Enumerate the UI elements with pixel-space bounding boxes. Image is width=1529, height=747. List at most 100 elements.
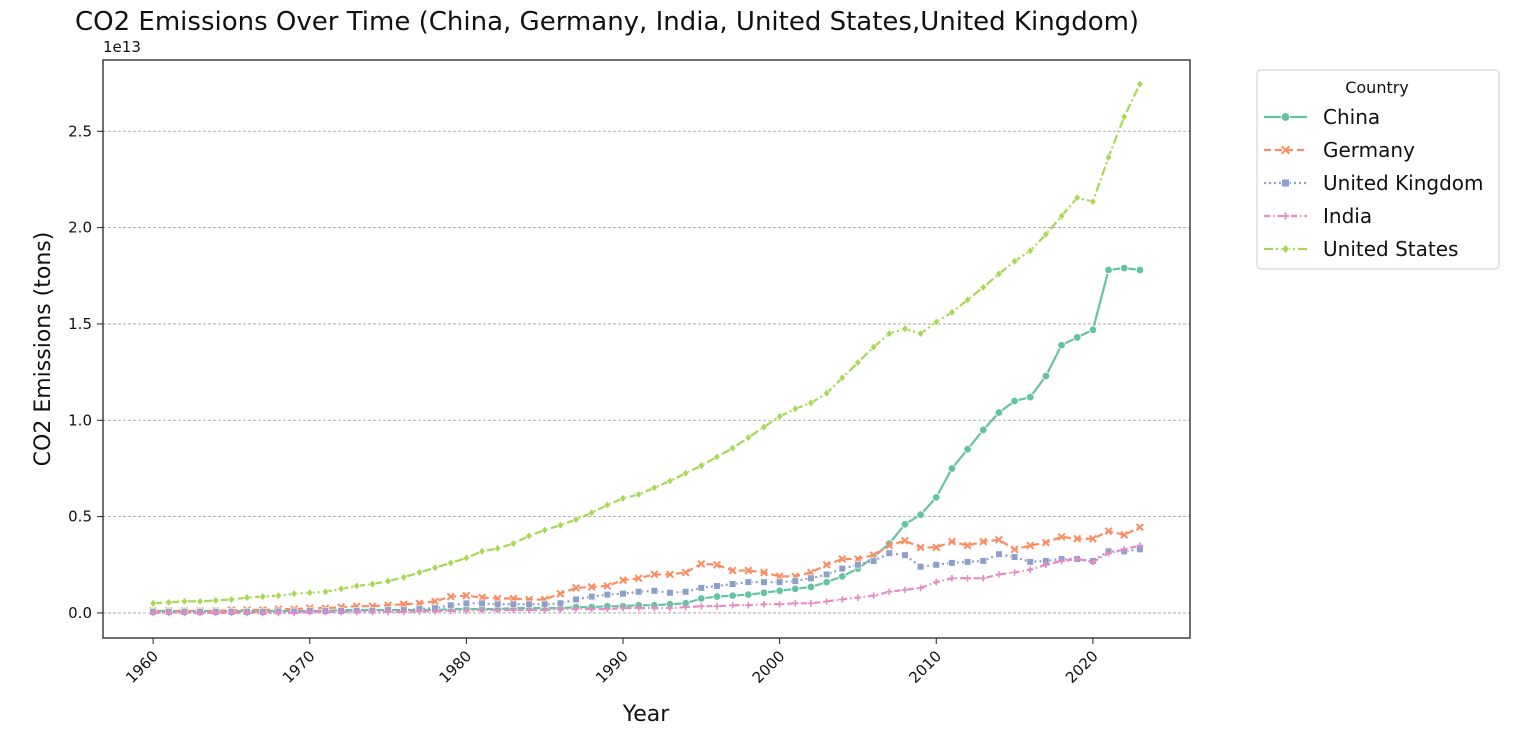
data-point-united-states	[1073, 193, 1081, 203]
data-point-united-kingdom	[447, 601, 455, 609]
data-point-united-states	[400, 572, 408, 582]
data-point-india	[745, 601, 752, 609]
data-point-united-states	[619, 493, 627, 503]
data-point-united-states	[963, 295, 972, 305]
data-point-india	[932, 578, 940, 586]
data-point-india	[416, 608, 423, 615]
data-point-united-kingdom	[572, 595, 580, 604]
data-point-india	[823, 598, 830, 605]
data-point-united-states	[541, 525, 549, 535]
data-point-germany	[634, 574, 643, 583]
data-point-germany	[885, 541, 894, 550]
data-point-united-states	[744, 433, 752, 443]
data-point-china	[979, 425, 988, 435]
data-point-india	[431, 607, 439, 615]
data-point-india	[619, 604, 627, 612]
data-point-germany	[728, 566, 737, 575]
data-point-india	[259, 609, 267, 617]
data-point-india	[995, 571, 1003, 578]
data-point-germany	[1104, 527, 1113, 536]
data-point-united-kingdom	[494, 600, 502, 608]
data-point-united-kingdom	[635, 588, 643, 596]
series-china	[148, 263, 1145, 616]
data-point-india	[447, 607, 455, 615]
data-point-united-states	[243, 593, 251, 602]
data-point-united-kingdom	[462, 599, 470, 607]
data-point-germany	[1041, 538, 1050, 547]
data-point-germany	[822, 560, 831, 569]
data-point-united-states	[1042, 229, 1050, 239]
data-point-germany	[556, 589, 565, 598]
data-point-china	[712, 592, 722, 601]
data-point-united-kingdom	[901, 551, 909, 559]
data-point-united-states	[634, 490, 643, 499]
data-point-india	[901, 586, 909, 594]
data-point-united-states	[666, 476, 674, 486]
data-point-india	[322, 608, 329, 616]
data-point-india	[353, 608, 361, 616]
data-point-india	[494, 606, 502, 614]
x-axis: 1960 1970 1980 1990 2000 2010 2020	[122, 638, 1102, 687]
data-point-united-kingdom	[619, 590, 627, 598]
data-point-united-kingdom	[885, 549, 893, 557]
data-point-united-states	[916, 329, 925, 339]
data-point-united-kingdom	[916, 563, 925, 571]
data-point-india	[870, 592, 877, 599]
data-point-germany	[1057, 532, 1066, 541]
data-point-united-kingdom	[1010, 553, 1019, 561]
data-point-united-kingdom	[995, 550, 1003, 558]
data-point-germany	[462, 591, 471, 600]
series-line-united-states	[153, 83, 1141, 605]
data-point-united-kingdom	[948, 559, 956, 567]
data-point-india	[854, 594, 862, 601]
data-point-united-kingdom	[979, 557, 987, 565]
data-point-united-states	[321, 587, 330, 597]
data-point-india	[243, 609, 251, 617]
data-point-india	[979, 574, 987, 582]
data-point-united-states	[212, 596, 220, 605]
data-point-united-kingdom	[932, 561, 940, 569]
data-point-united-states	[775, 412, 784, 421]
data-point-united-kingdom	[525, 600, 533, 608]
y-tick-label: 1.0	[68, 411, 92, 429]
data-point-india	[1073, 555, 1081, 563]
data-point-united-states	[1136, 79, 1144, 89]
data-point-china	[1041, 371, 1051, 381]
legend-label: United Kingdom	[1323, 171, 1484, 195]
data-point-india	[729, 601, 736, 609]
data-point-united-states	[1026, 246, 1034, 256]
series-india	[149, 542, 1144, 617]
data-point-united-states	[1010, 256, 1019, 266]
data-point-germany	[618, 576, 628, 585]
data-point-india	[1011, 569, 1018, 576]
data-point-united-states	[948, 307, 956, 317]
data-point-china	[1057, 340, 1066, 350]
y-axis-offset-label: 1e13	[103, 38, 141, 56]
data-point-india	[165, 609, 173, 617]
data-point-india	[713, 602, 721, 610]
data-point-united-states	[1057, 211, 1066, 221]
data-point-germany	[994, 535, 1003, 544]
data-point-united-kingdom	[963, 558, 972, 566]
data-point-germany	[1135, 523, 1144, 532]
data-point-united-states	[932, 317, 940, 327]
data-point-united-states	[791, 404, 799, 414]
legend-swatch-marker	[1281, 178, 1290, 188]
data-point-india	[384, 608, 392, 616]
data-point-united-kingdom	[682, 588, 690, 596]
data-point-china	[916, 510, 925, 519]
data-point-germany	[1010, 545, 1019, 554]
data-point-united-states	[447, 558, 455, 568]
data-point-united-kingdom	[509, 600, 517, 608]
x-axis-label: Year	[622, 702, 671, 727]
data-point-united-states	[869, 342, 878, 352]
data-point-india	[760, 600, 768, 608]
data-point-germany	[1088, 534, 1097, 543]
data-point-india	[682, 603, 689, 611]
data-point-united-kingdom	[603, 591, 611, 599]
data-point-united-states	[1104, 152, 1113, 162]
x-tick-label: 1980	[435, 647, 475, 687]
data-point-united-states	[384, 576, 392, 586]
data-point-united-states	[760, 422, 768, 432]
